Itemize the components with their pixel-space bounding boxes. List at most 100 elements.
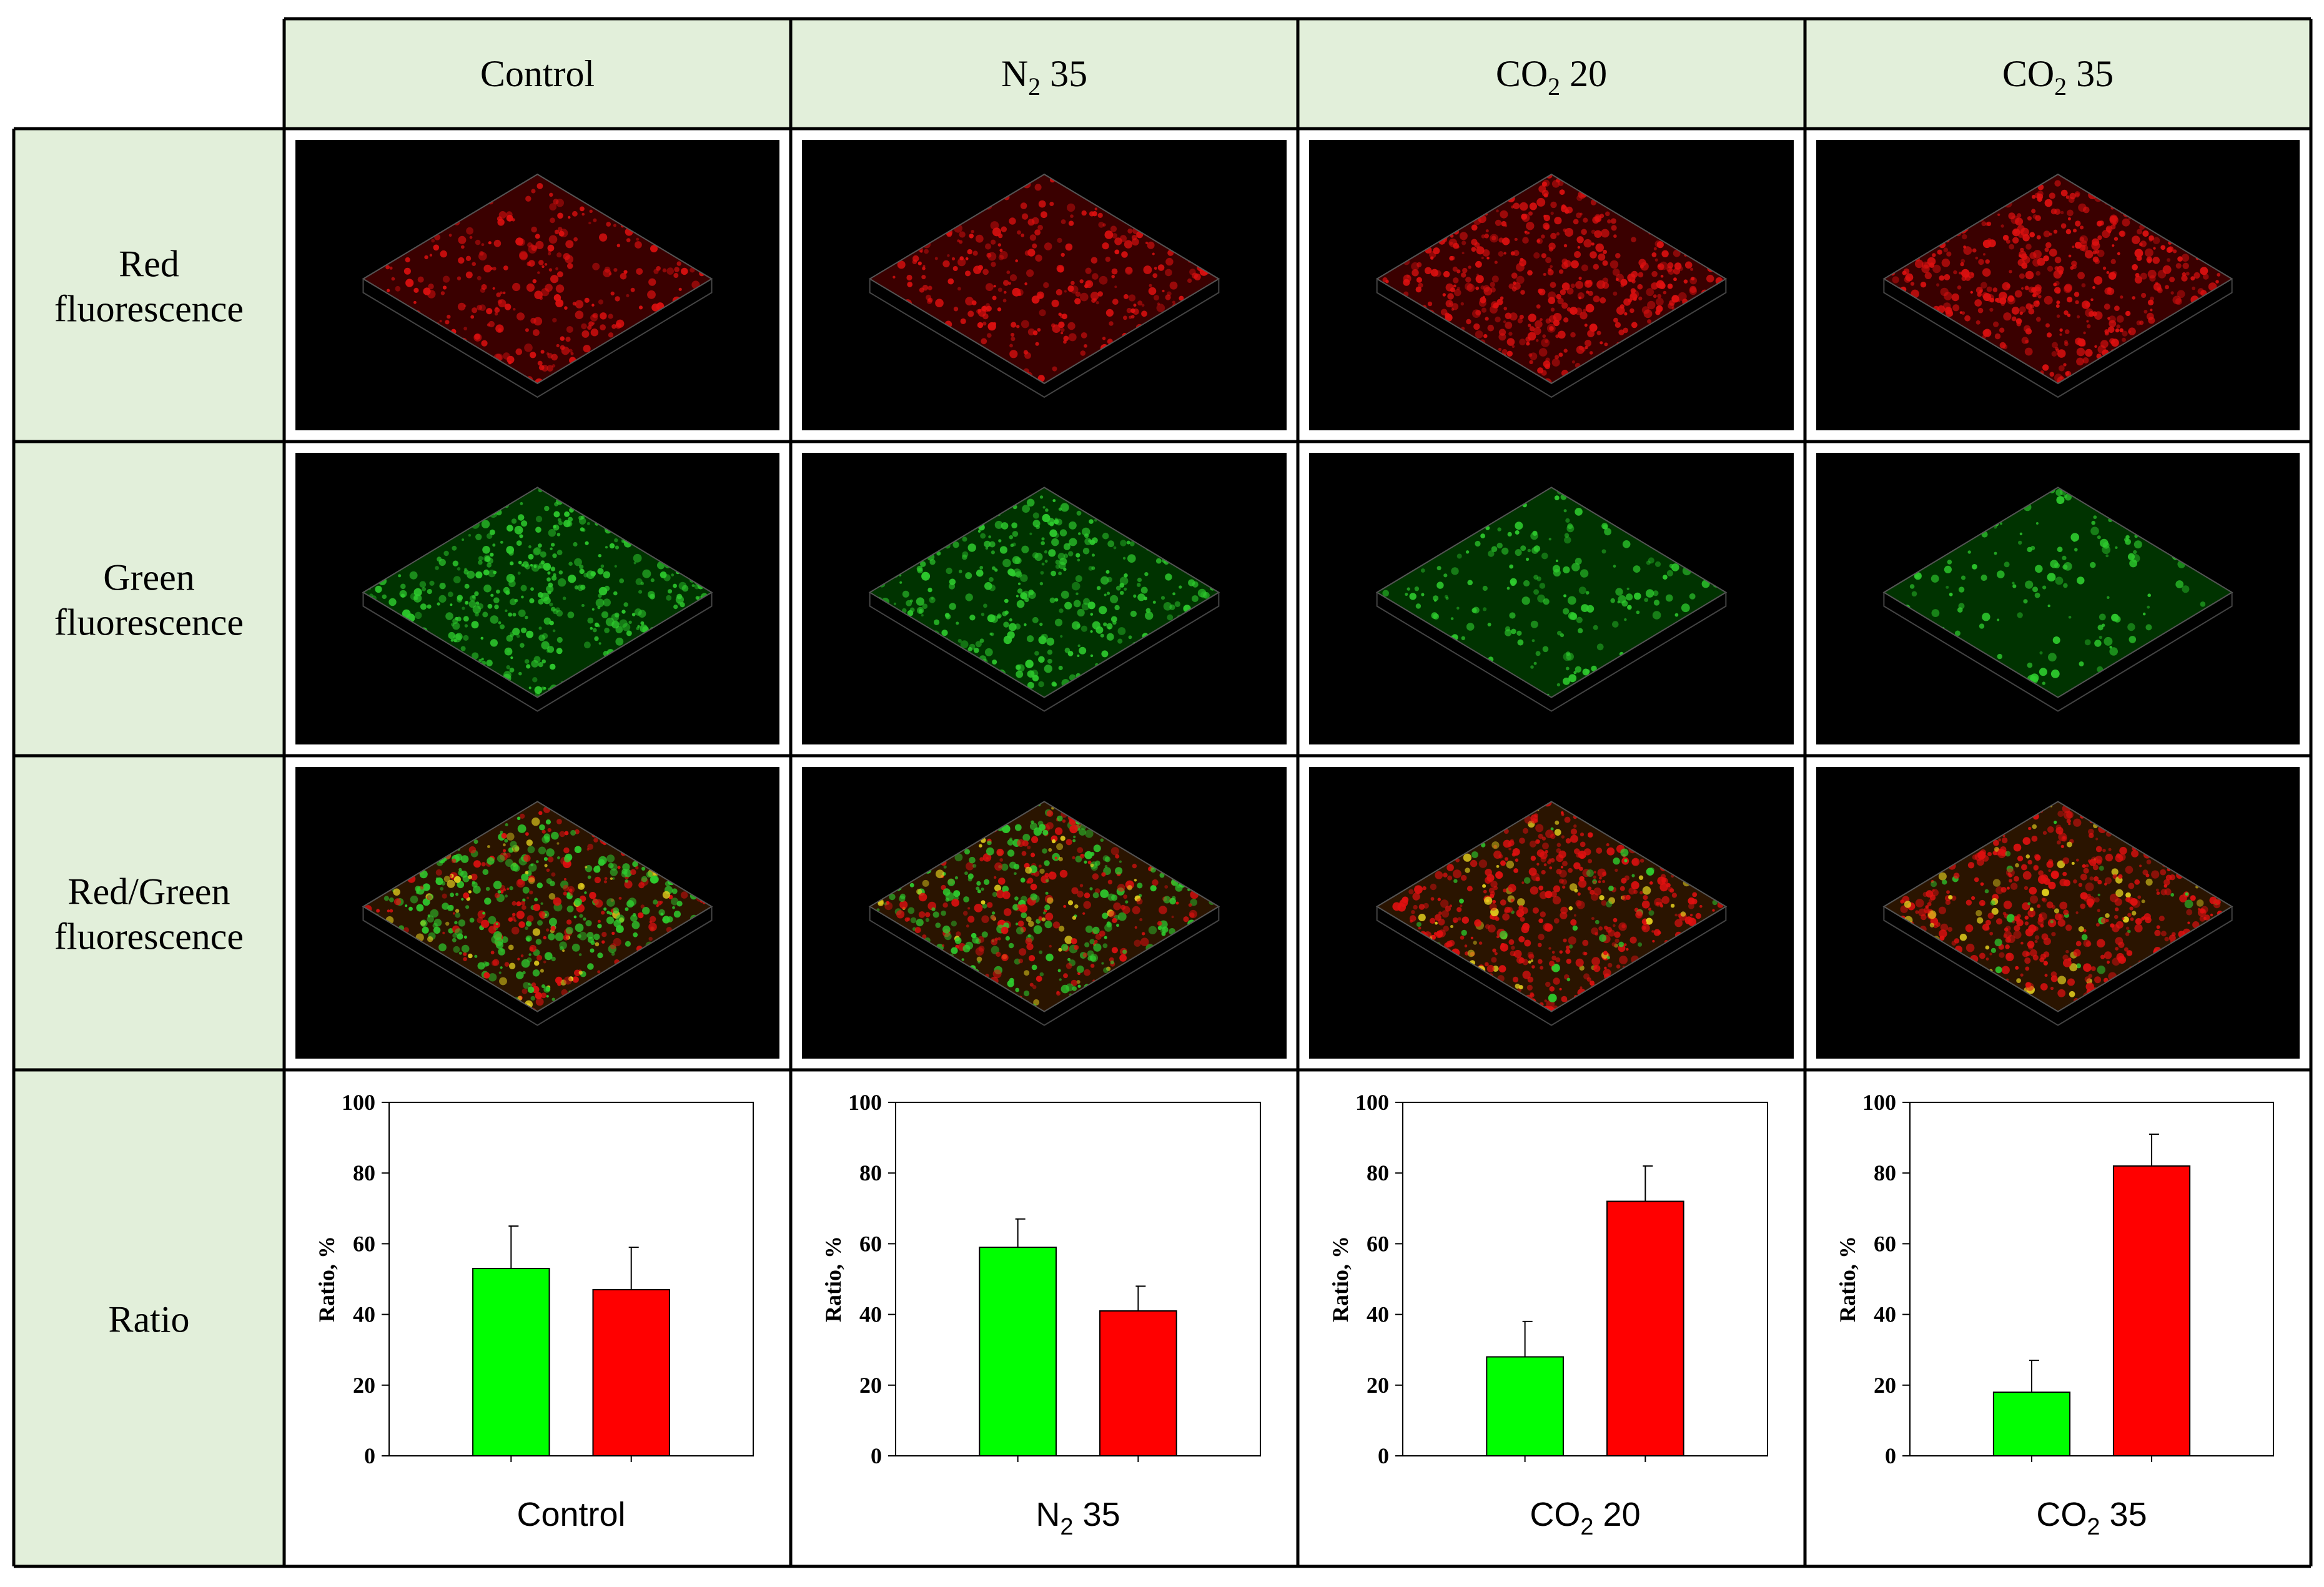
fluorescence-spot <box>2057 349 2066 358</box>
fluorescence-spot <box>487 603 493 609</box>
fluorescence-spot <box>1623 298 1631 306</box>
fluorescence-spot <box>1165 269 1172 277</box>
fluorescence-spot <box>1009 350 1018 358</box>
fluorescence-spot <box>2067 297 2073 303</box>
fluorescence-spot <box>528 545 532 548</box>
fluorescence-spot <box>2064 310 2069 315</box>
fluorescence-spot <box>1909 584 1915 589</box>
fluorescence-spot <box>1546 324 1556 333</box>
fluorescence-spot <box>1024 623 1027 626</box>
fluorescence-spot <box>1516 275 1525 284</box>
fluorescence-spot <box>1647 319 1652 324</box>
fluorescence-spot <box>1107 540 1115 548</box>
fluorescence-spot <box>1123 294 1129 299</box>
fluorescence-spot <box>519 252 528 260</box>
fluorescence-spot <box>541 659 546 664</box>
fluorescence-spot <box>1011 322 1017 328</box>
fluorescence-spot <box>489 529 495 535</box>
fluorescence-spot <box>1009 535 1014 540</box>
fluorescence-spot <box>1137 593 1145 601</box>
fluorescence-spot <box>1450 617 1454 620</box>
fluorescence-spot <box>1037 225 1043 230</box>
fluorescence-spot <box>1121 251 1128 258</box>
fluorescence-spot <box>1110 616 1117 623</box>
fluorescence-spot <box>1456 606 1460 610</box>
fluorescence-spot <box>1067 651 1074 656</box>
fluorescence-spot <box>531 982 536 987</box>
fluorescence-spot <box>2060 189 2068 197</box>
fluorescence-spot <box>656 266 661 271</box>
fluorescence-spot <box>1684 261 1693 269</box>
fluorescence-spot <box>1012 568 1022 577</box>
fluorescence-spot <box>2056 314 2060 319</box>
fluorescence-spot <box>1540 318 1543 322</box>
fluorescence-spot <box>1079 646 1087 655</box>
fluorescence-spot <box>1550 307 1555 312</box>
fluorescence-spot <box>497 216 502 222</box>
fluorescence-spot <box>1496 299 1503 305</box>
fluorescence-spot <box>979 566 984 570</box>
fluorescence-spot <box>993 285 996 288</box>
fluorescence-spot <box>2028 308 2035 315</box>
fluorescence-spot <box>517 957 520 961</box>
fluorescence-spot <box>1039 309 1046 317</box>
fluorescence-spot <box>1940 287 1949 297</box>
fluorescence-spot <box>2073 229 2077 233</box>
fluorescence-spot <box>1505 322 1513 329</box>
fluorescence-spot <box>997 615 1001 619</box>
fluorescence-spot <box>465 601 469 605</box>
fluorescence-spot <box>1578 276 1582 280</box>
fluorescence-spot <box>1528 314 1536 322</box>
fluorescence-spot <box>1615 253 1621 259</box>
fluorescence-spot <box>1657 263 1664 270</box>
fluorescence-spot <box>506 211 513 218</box>
fluorescence-spot <box>2054 180 2061 187</box>
fluorescence-spot <box>1451 567 1459 575</box>
fluorescence-spot <box>2147 259 2152 264</box>
fluorescence-spot <box>525 328 529 332</box>
fluorescence-spot <box>2104 304 2110 310</box>
fluorescence-spot <box>433 244 440 251</box>
fluorescence-spot <box>1130 315 1135 319</box>
fluorescence-spot <box>1987 238 1992 242</box>
fluorescence-spot <box>924 249 929 254</box>
fluorescence-spot <box>1689 593 1696 600</box>
fluorescence-spot <box>592 315 595 318</box>
fluorescence-spot <box>1090 630 1093 633</box>
fluorescence-spot <box>2012 584 2017 588</box>
fluorescence-spot <box>2217 273 2221 277</box>
fluorescence-spot <box>601 611 609 618</box>
fluorescence-spot <box>1653 294 1657 299</box>
fluorescence-spot <box>2125 535 2130 540</box>
fluorescence-spot <box>1188 579 1195 586</box>
fluorescence-spot <box>505 590 510 595</box>
fluorescence-spot <box>1480 297 1486 304</box>
fluorescence-spot <box>2046 332 2052 338</box>
fluorescence-spot <box>1660 275 1664 278</box>
fluorescence-spot <box>553 897 561 906</box>
fluorescence-spot <box>1011 522 1017 528</box>
fluorescence-spot <box>921 275 926 280</box>
fluorescence-spot <box>1543 179 1550 187</box>
fluorescence-spot <box>1068 220 1074 226</box>
fluorescence-spot <box>2063 363 2067 367</box>
fluorescence-spot <box>417 276 424 283</box>
fluorescence-spot <box>580 206 585 212</box>
fluorescence-spot <box>1080 350 1086 356</box>
fluorescence-spot <box>472 262 476 267</box>
fluorescence-spot <box>550 217 555 224</box>
fluorescence-spot <box>2072 245 2075 249</box>
fluorescence-spot <box>1550 211 1554 215</box>
fluorescence-spot <box>1538 289 1543 294</box>
fluorescence-spot <box>588 321 594 327</box>
fluorescence-spot <box>1655 310 1661 315</box>
fluorescence-spot <box>2048 653 2057 662</box>
fluorescence-spot <box>2115 328 2120 333</box>
fluorescence-spot <box>1117 627 1126 635</box>
fluorescence-spot <box>2147 605 2150 609</box>
fluorescence-spot <box>1017 230 1021 235</box>
fluorescence-spot <box>916 597 925 606</box>
fluorescence-spot <box>1061 314 1067 320</box>
fluorescence-spot <box>508 612 513 617</box>
fluorescence-spot <box>566 892 571 896</box>
